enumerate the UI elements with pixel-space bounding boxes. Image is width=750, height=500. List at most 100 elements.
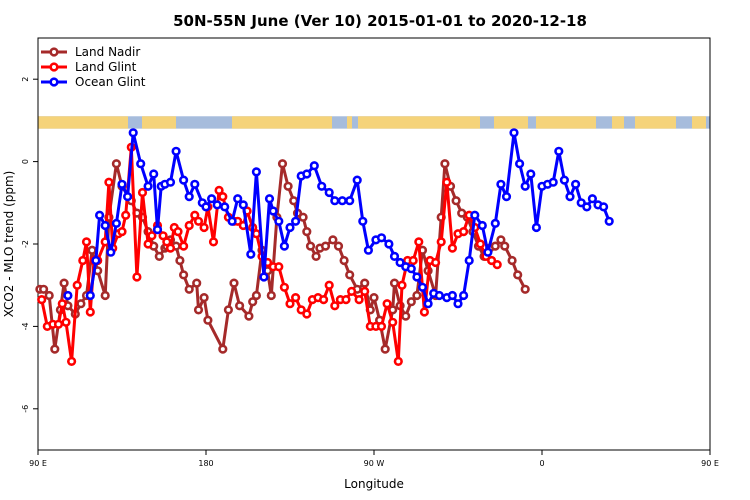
data-point-land-glint [61,317,71,327]
data-point-ocean-glint [509,128,519,138]
data-point-land-glint [143,239,153,249]
data-point-land-glint [487,255,497,266]
data-point-land-nadir [333,241,344,251]
data-point-land-nadir [305,241,316,251]
data-point-land-glint [388,317,398,327]
data-point-land-nadir [154,251,164,261]
legend-swatch-marker [49,47,59,57]
data-point-land-nadir [244,311,254,321]
y-tick-label: 0 [21,159,30,164]
data-point-ocean-glint [570,179,581,189]
data-point-land-glint [132,272,142,282]
data-point-land-glint [319,295,329,305]
data-point-land-glint [393,356,403,367]
data-point-ocean-glint [143,181,153,191]
data-point-ocean-glint [171,146,181,156]
data-point-land-nadir [184,284,194,294]
series-layer [35,128,614,367]
data-point-ocean-glint [576,198,586,208]
data-point-ocean-glint [91,255,101,266]
data-point-land-glint [382,299,392,309]
data-point-ocean-glint [117,179,127,189]
data-point-ocean-glint [152,225,163,235]
data-point-land-glint [184,220,194,231]
data-point-ocean-glint [464,255,474,266]
data-point-land-nadir [38,284,49,294]
data-point-land-glint [354,295,364,305]
legend-item-land-nadir: Land Nadir [41,45,140,59]
data-point-land-glint [302,309,312,319]
data-point-land-glint [158,231,168,241]
data-point-ocean-glint [548,177,558,187]
data-point-land-nadir [513,270,523,280]
mask-band-land [347,116,352,129]
data-point-ocean-glint [190,179,200,189]
data-point-ocean-glint [268,206,278,216]
data-point-land-glint [37,295,47,305]
data-point-land-nadir [451,196,461,206]
data-point-ocean-glint [587,194,598,204]
data-point-ocean-glint [184,192,194,202]
data-point-ocean-glint [227,216,237,226]
data-point-land-glint [214,185,224,195]
mask-band-land [692,116,706,129]
data-point-land-nadir [406,297,416,307]
x-tick-label: 90 E [701,459,719,468]
data-point-land-nadir [175,255,185,266]
data-point-ocean-glint [352,175,362,185]
x-axis-label: Longitude [344,477,404,491]
data-point-ocean-glint [477,220,487,231]
data-point-ocean-glint [317,181,327,191]
data-point-land-nadir [266,290,276,301]
data-point-land-nadir [520,284,530,294]
data-point-ocean-glint [111,218,121,228]
data-point-ocean-glint [279,241,290,251]
y-axis-label: XCO2 - MLO trend (ppm) [2,171,16,318]
data-point-land-nadir [50,344,60,354]
data-point-ocean-glint [233,194,243,204]
y-tick-label: -6 [21,405,30,413]
data-point-land-glint [279,282,290,292]
data-point-ocean-glint [291,216,301,226]
data-point-ocean-glint [526,169,536,179]
data-point-ocean-glint [136,159,146,169]
y-tick-label: -4 [21,322,30,330]
legend-label: Ocean Glint [75,75,146,89]
y-tick-label: -2 [21,240,30,248]
data-point-land-nadir [111,159,121,169]
data-point-land-glint [218,192,228,202]
data-point-ocean-glint [207,194,217,204]
data-point-land-glint [199,222,209,233]
data-point-ocean-glint [520,181,530,191]
data-point-land-glint [291,293,301,303]
legend-label: Land Nadir [75,45,140,59]
data-point-ocean-glint [490,218,500,228]
data-point-land-glint [376,321,387,332]
data-point-ocean-glint [100,220,110,231]
chart-title: 50N-55N June (Ver 10) 2015-01-01 to 2020… [173,12,587,30]
data-point-land-glint [190,210,200,220]
data-point-ocean-glint [309,161,319,171]
legend-label: Land Glint [75,60,137,74]
data-point-land-nadir [440,159,450,169]
data-point-land-glint [436,237,446,247]
data-point-ocean-glint [496,179,506,189]
data-point-land-glint [104,177,114,187]
data-point-land-glint [147,231,157,241]
data-point-ocean-glint [285,222,295,233]
data-point-land-nadir [302,227,312,237]
data-point-land-glint [117,227,127,237]
legend-item-ocean-glint: Ocean Glint [41,75,146,89]
data-point-ocean-glint [63,290,73,301]
data-point-ocean-glint [531,222,542,233]
data-point-land-nadir [100,290,110,301]
data-point-land-nadir [401,311,411,321]
data-point-ocean-glint [514,159,525,169]
data-point-land-glint [442,177,452,187]
data-point-ocean-glint [85,290,95,301]
data-point-ocean-glint [106,247,116,257]
data-point-land-glint [492,260,502,270]
data-point-ocean-glint [122,192,133,202]
data-point-ocean-glint [395,257,405,268]
data-point-land-nadir [193,305,204,315]
